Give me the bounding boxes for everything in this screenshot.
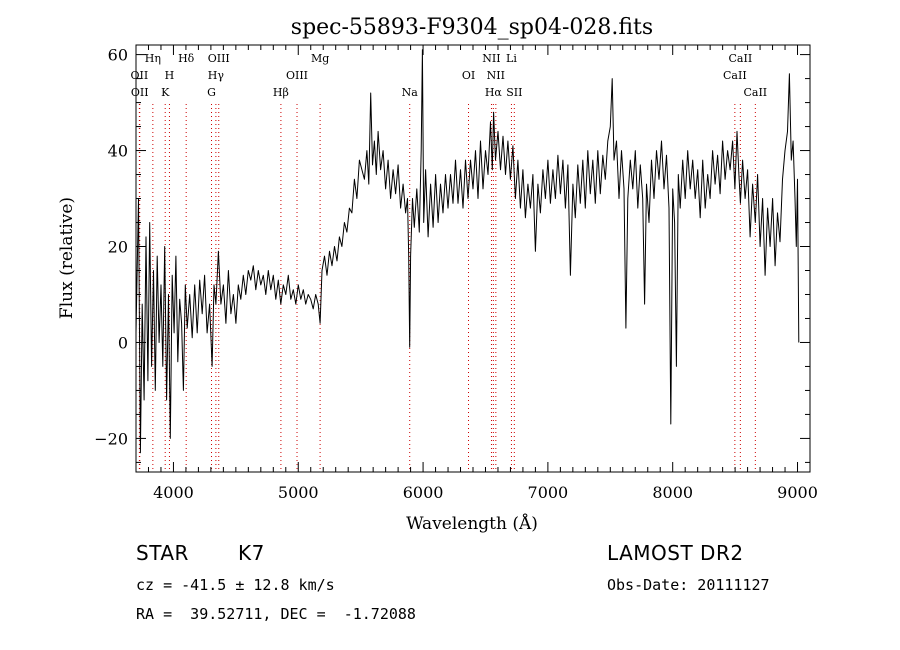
chart-title: spec-55893-F9304_sp04-028.fits: [291, 15, 653, 40]
line-id-label: Hγ: [208, 69, 225, 82]
line-id-label: Hη: [145, 52, 161, 65]
spectrum-line: [135, 49, 800, 454]
line-id-label: OII: [131, 69, 149, 82]
y-tick-label: −20: [94, 429, 128, 448]
survey-name: LAMOST DR2: [607, 541, 744, 565]
line-id-label: Mg: [311, 52, 329, 65]
plot-frame: [135, 44, 811, 473]
line-id-label: Hα: [485, 86, 503, 99]
coordinates: RA = 39.52711, DEC = -1.72088: [136, 605, 416, 623]
x-tick-label: 9000: [777, 483, 818, 502]
y-tick-label: 0: [118, 333, 128, 352]
series-layer: [135, 49, 800, 454]
x-tick-label: 5000: [278, 483, 319, 502]
line-id-label: NII: [482, 52, 500, 65]
tick-layer: 4000 5000 6000 7000 8000 9000 −20 0 20 40 60: [94, 45, 818, 502]
obs-date: Obs-Date: 20111127: [607, 576, 770, 594]
redshift-readout: cz = -41.5 ± 12.8 km/s: [136, 576, 335, 594]
line-id-label: Na: [402, 86, 419, 99]
y-tick-label: 60: [108, 46, 128, 65]
line-id-label: CaII: [743, 86, 767, 99]
y-tick-label: 40: [108, 142, 128, 161]
y-axis-label: Flux (relative): [57, 197, 77, 319]
x-tick-label: 7000: [528, 483, 569, 502]
line-id-label: Li: [506, 52, 517, 65]
x-tick-label: 6000: [403, 483, 444, 502]
line-id-label: OIII: [208, 52, 230, 65]
line-id-label: K: [161, 86, 170, 99]
line-id-label: Hβ: [273, 86, 289, 99]
line-id-label: G: [207, 86, 216, 99]
line-id-label: NII: [487, 69, 505, 82]
line-id-label: H: [165, 69, 175, 82]
line-id-label: CaII: [729, 52, 753, 65]
x-tick-label: 8000: [652, 483, 693, 502]
object-subclass: K7: [238, 541, 265, 565]
x-axis-label: Wavelength (Å): [406, 513, 538, 534]
line-id-label: SII: [506, 86, 522, 99]
line-id-label: CaII: [723, 69, 747, 82]
line-id-label: OII: [131, 86, 149, 99]
x-tick-label: 4000: [153, 483, 194, 502]
line-id-label: OIII: [286, 69, 308, 82]
line-id-label: Hδ: [178, 52, 195, 65]
y-tick-label: 20: [108, 238, 128, 257]
line-id-label: OI: [462, 69, 475, 82]
object-class: STAR: [136, 541, 189, 565]
